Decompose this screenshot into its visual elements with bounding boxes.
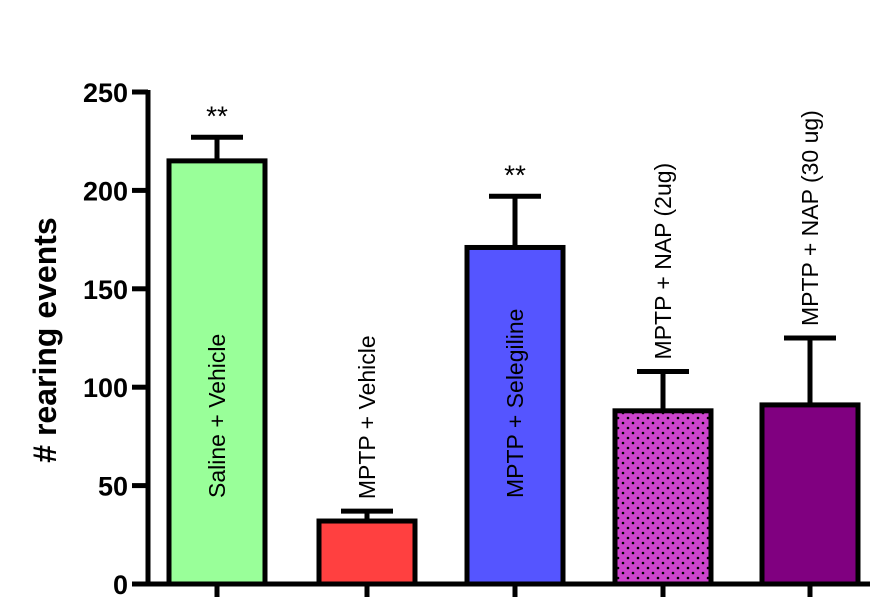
y-tick-label: 200: [83, 176, 128, 206]
bar: [464, 244, 566, 587]
y-tick-label: 150: [83, 275, 128, 305]
significance-marker: **: [504, 159, 526, 190]
y-tick-label: 50: [98, 472, 128, 502]
bar: [759, 402, 861, 587]
bar: [316, 518, 418, 587]
bar-category-label: MPTP + NAP (30 ug): [797, 110, 823, 326]
y-tick-label: 100: [83, 373, 128, 403]
bar-category-label: MPTP + NAP (2ug): [650, 163, 676, 360]
bar: [612, 408, 714, 587]
y-tick-label: 250: [83, 78, 128, 108]
y-axis-title: # rearing events: [27, 217, 63, 462]
bar-category-label: MPTP + Selegiline: [502, 309, 528, 498]
bar-category-label: Saline + Vehicle: [204, 334, 230, 498]
y-tick-label: 0: [113, 570, 128, 597]
significance-marker: **: [206, 100, 228, 131]
bar: [166, 158, 268, 587]
bar-category-label: MPTP + Vehicle: [354, 335, 380, 499]
